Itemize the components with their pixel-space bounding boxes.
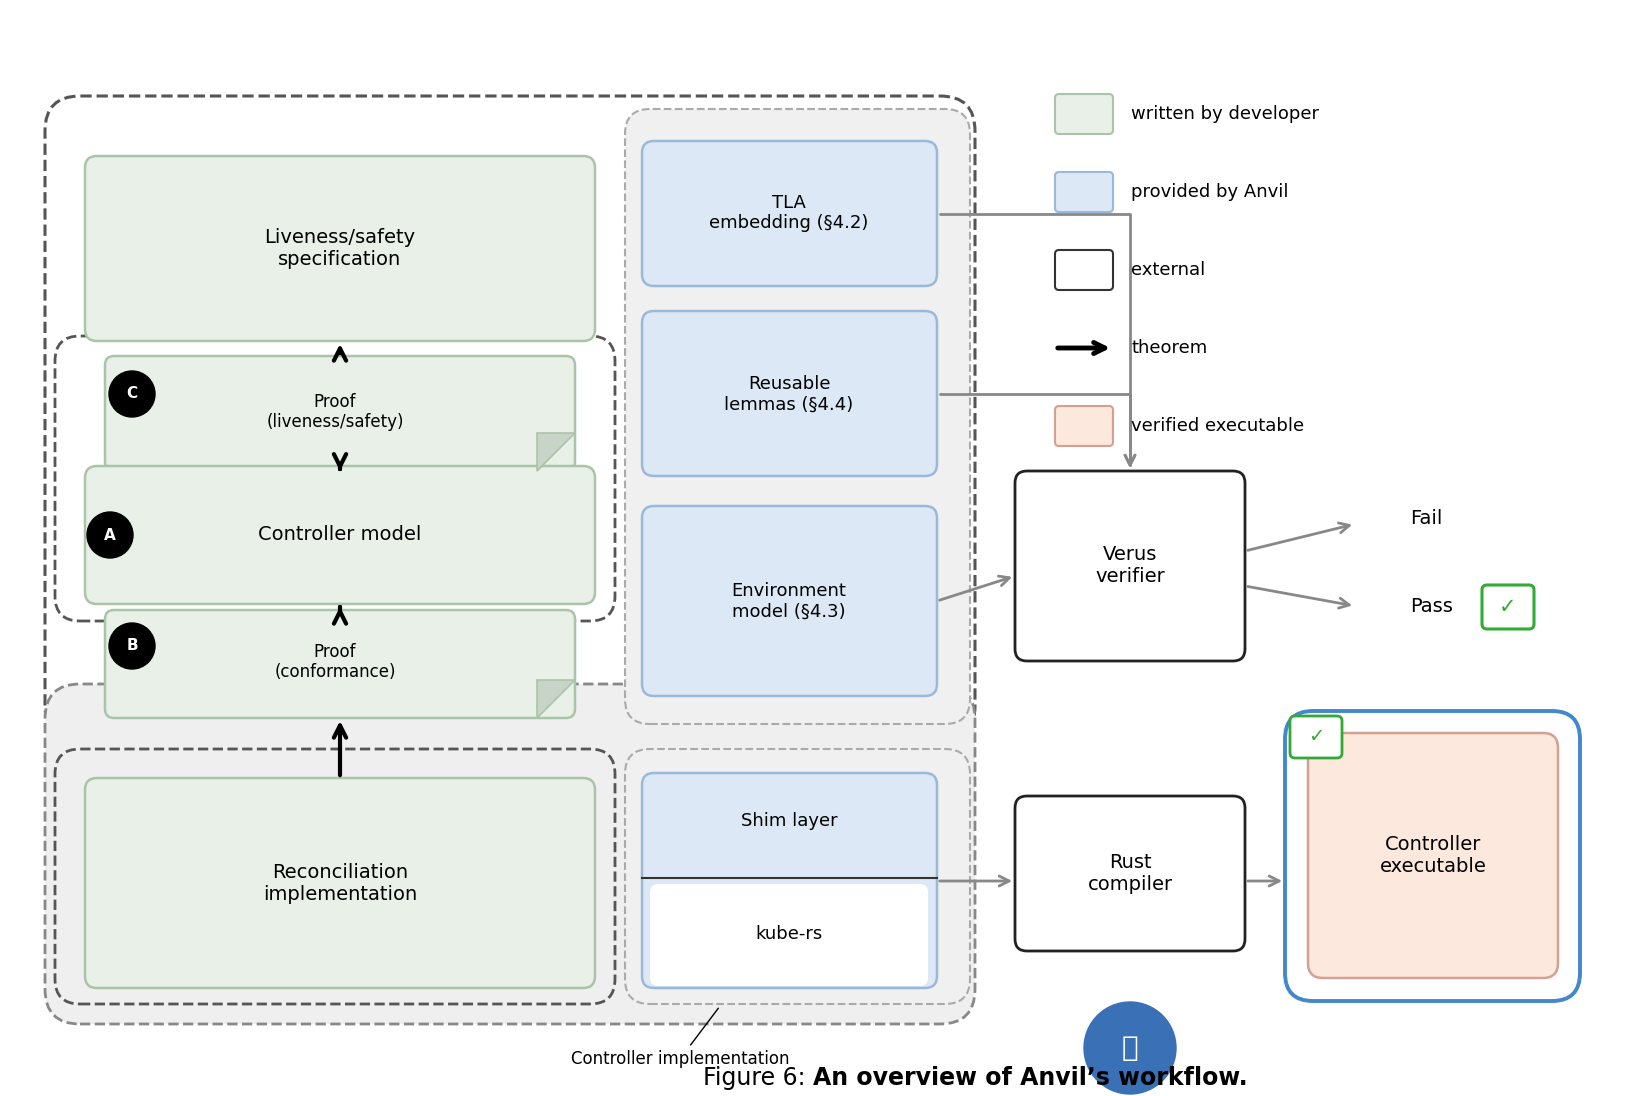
Text: kube-rs: kube-rs xyxy=(756,925,823,943)
Text: Controller implementation: Controller implementation xyxy=(571,1008,789,1068)
Text: Pass: Pass xyxy=(1410,596,1454,616)
Text: B: B xyxy=(127,639,138,653)
Circle shape xyxy=(88,512,133,558)
Text: TLA
embedding (§4.2): TLA embedding (§4.2) xyxy=(709,194,868,232)
Text: Shim layer: Shim layer xyxy=(741,812,837,830)
Text: Environment
model (§4.3): Environment model (§4.3) xyxy=(732,582,847,620)
Text: C: C xyxy=(127,387,138,401)
Text: Reusable
lemmas (§4.4): Reusable lemmas (§4.4) xyxy=(724,375,854,413)
Text: Controller model: Controller model xyxy=(259,525,421,545)
FancyBboxPatch shape xyxy=(1289,716,1341,758)
Text: ✓: ✓ xyxy=(1307,728,1324,746)
FancyBboxPatch shape xyxy=(1015,796,1246,951)
Text: ⎈: ⎈ xyxy=(1122,1034,1138,1062)
Text: Proof
(conformance): Proof (conformance) xyxy=(275,642,395,682)
FancyBboxPatch shape xyxy=(85,156,595,341)
FancyBboxPatch shape xyxy=(1055,406,1114,446)
FancyBboxPatch shape xyxy=(624,109,971,724)
Text: Controller
executable: Controller executable xyxy=(1379,835,1486,877)
Polygon shape xyxy=(537,433,576,471)
Text: Reconciliation
implementation: Reconciliation implementation xyxy=(263,863,418,903)
Polygon shape xyxy=(537,680,576,718)
Text: theorem: theorem xyxy=(1132,339,1206,357)
Text: Liveness/safety
specification: Liveness/safety specification xyxy=(265,228,416,270)
Circle shape xyxy=(109,372,154,416)
FancyBboxPatch shape xyxy=(46,684,976,1024)
FancyBboxPatch shape xyxy=(85,778,595,987)
Text: Figure 6:: Figure 6: xyxy=(702,1066,813,1091)
Text: Proof
(liveness/safety): Proof (liveness/safety) xyxy=(267,392,403,432)
FancyBboxPatch shape xyxy=(1055,94,1114,134)
Text: written by developer: written by developer xyxy=(1132,105,1319,123)
FancyBboxPatch shape xyxy=(85,466,595,604)
Text: Rust
compiler: Rust compiler xyxy=(1088,854,1172,894)
Text: verified executable: verified executable xyxy=(1132,416,1304,435)
FancyBboxPatch shape xyxy=(642,773,937,987)
FancyBboxPatch shape xyxy=(642,506,937,696)
Text: A: A xyxy=(104,527,115,543)
FancyBboxPatch shape xyxy=(1015,471,1246,661)
FancyBboxPatch shape xyxy=(624,749,971,1004)
Circle shape xyxy=(1085,1002,1176,1094)
Text: ✓: ✓ xyxy=(1499,597,1517,617)
FancyBboxPatch shape xyxy=(1055,250,1114,290)
Text: An overview of Anvil’s workflow.: An overview of Anvil’s workflow. xyxy=(813,1066,1247,1091)
FancyBboxPatch shape xyxy=(1307,733,1558,978)
FancyBboxPatch shape xyxy=(106,356,576,471)
Text: provided by Anvil: provided by Anvil xyxy=(1132,183,1288,201)
FancyBboxPatch shape xyxy=(106,610,576,718)
FancyBboxPatch shape xyxy=(642,141,937,286)
Circle shape xyxy=(109,623,154,669)
FancyBboxPatch shape xyxy=(1481,585,1533,629)
FancyBboxPatch shape xyxy=(642,311,937,476)
Text: external: external xyxy=(1132,261,1205,279)
FancyBboxPatch shape xyxy=(650,884,928,986)
FancyBboxPatch shape xyxy=(1055,172,1114,212)
Text: Fail: Fail xyxy=(1410,509,1442,527)
Text: Verus
verifier: Verus verifier xyxy=(1096,546,1164,586)
